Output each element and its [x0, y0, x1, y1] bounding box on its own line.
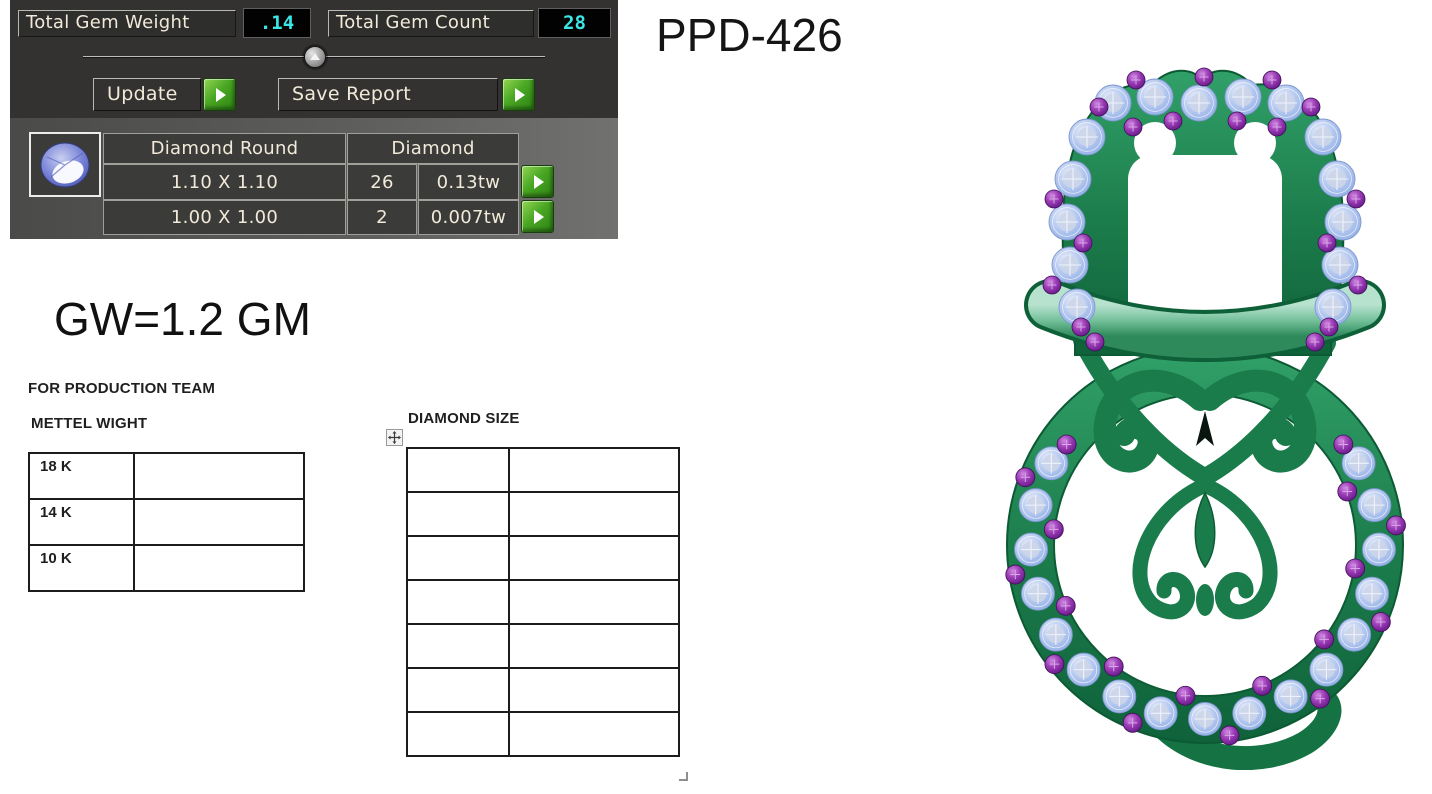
table-row — [406, 491, 680, 537]
pendant-scrollwork — [1074, 334, 1336, 620]
empty-cell[interactable] — [406, 579, 510, 625]
pendant-tail — [1151, 687, 1342, 770]
gem-row-size: 1.00 X 1.00 — [103, 200, 346, 235]
empty-cell[interactable] — [406, 491, 510, 537]
gem-table-section: Diamond Round Diamond 1.10 X 1.10 26 0.1… — [10, 118, 618, 239]
gem-table-header-shape: Diamond Round — [103, 133, 346, 164]
pendant-head-frame — [1061, 69, 1345, 356]
empty-cell[interactable] — [508, 535, 680, 581]
gross-weight-note: GW=1.2 GM — [54, 293, 311, 345]
round-gem-icon — [40, 142, 90, 187]
empty-cell[interactable] — [508, 579, 680, 625]
karat-cell[interactable]: 14 K — [28, 498, 135, 546]
table-row — [406, 623, 680, 669]
karat-cell[interactable]: 10 K — [28, 544, 135, 592]
pendant-notch — [1196, 411, 1214, 446]
empty-cell[interactable] — [508, 667, 680, 713]
diamond-size-heading: DIAMOND SIZE — [408, 410, 520, 427]
gem-report-panel: Total Gem Weight .14 Total Gem Count 28 … — [10, 0, 618, 239]
total-gem-weight-value: .14 — [243, 8, 311, 38]
pendant-render — [1005, 67, 1406, 770]
four-way-arrow-icon — [388, 431, 401, 444]
design-code: PPD-426 — [656, 9, 843, 61]
table-row — [406, 711, 680, 757]
gem-report-panel-top: Total Gem Weight .14 Total Gem Count 28 … — [10, 0, 618, 118]
update-run-button[interactable] — [203, 78, 236, 111]
table-move-handle[interactable] — [386, 429, 403, 446]
gem-row-action-button[interactable] — [521, 165, 554, 198]
gem-row-action-button[interactable] — [521, 200, 554, 233]
play-arrow-icon — [534, 209, 544, 224]
gem-report-slider[interactable] — [83, 46, 545, 68]
slider-thumb[interactable] — [304, 46, 326, 68]
gem-thumbnail[interactable] — [29, 132, 101, 197]
empty-cell[interactable] — [508, 623, 680, 669]
pendant-bud — [1196, 584, 1214, 616]
total-gem-count-label: Total Gem Count — [328, 10, 534, 37]
table-row: 10 K — [28, 544, 305, 592]
weight-value-cell[interactable] — [133, 452, 305, 500]
play-arrow-icon — [216, 87, 226, 102]
metal-weight-heading: METTEL WIGHT — [31, 415, 148, 432]
update-button[interactable]: Update — [93, 78, 201, 111]
table-row — [406, 535, 680, 581]
metal-weight-table: 18 K 14 K 10 K — [28, 452, 305, 592]
save-report-run-button[interactable] — [502, 78, 535, 111]
empty-cell[interactable] — [406, 535, 510, 581]
up-arrow-icon — [310, 53, 320, 60]
empty-cell[interactable] — [508, 711, 680, 757]
play-arrow-icon — [534, 174, 544, 189]
total-gem-count-value: 28 — [538, 8, 611, 38]
table-resize-handle[interactable] — [679, 772, 688, 781]
table-row — [406, 667, 680, 713]
empty-cell[interactable] — [508, 447, 680, 493]
gem-table-header-material: Diamond — [347, 133, 519, 164]
gem-row-weight: 0.13tw — [418, 164, 519, 200]
play-arrow-icon — [515, 87, 525, 102]
pendant-head-gems — [1042, 67, 1368, 352]
empty-cell[interactable] — [406, 623, 510, 669]
save-report-button[interactable]: Save Report — [278, 78, 498, 111]
gem-row-count: 26 — [347, 164, 417, 200]
pendant-body-gems — [1005, 434, 1406, 746]
production-team-heading: FOR PRODUCTION TEAM — [28, 380, 216, 397]
gem-row-count: 2 — [347, 200, 417, 235]
diamond-size-table — [406, 447, 680, 757]
table-row — [406, 579, 680, 625]
empty-cell[interactable] — [406, 711, 510, 757]
gem-row-weight: 0.007tw — [418, 200, 519, 235]
empty-cell[interactable] — [406, 447, 510, 493]
table-row: 14 K — [28, 498, 305, 546]
empty-cell[interactable] — [508, 491, 680, 537]
total-gem-weight-label: Total Gem Weight — [18, 10, 236, 37]
table-row — [406, 447, 680, 493]
gem-row-size: 1.10 X 1.10 — [103, 164, 346, 200]
empty-cell[interactable] — [406, 667, 510, 713]
table-row: 18 K — [28, 452, 305, 500]
weight-value-cell[interactable] — [133, 498, 305, 546]
weight-value-cell[interactable] — [133, 544, 305, 592]
pendant-leaf — [1194, 491, 1216, 569]
karat-cell[interactable]: 18 K — [28, 452, 135, 500]
